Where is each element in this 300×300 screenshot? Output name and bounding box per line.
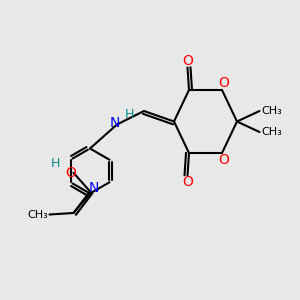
- Text: H: H: [125, 108, 134, 122]
- Text: O: O: [218, 153, 229, 166]
- Text: N: N: [110, 116, 120, 130]
- Text: O: O: [182, 54, 193, 68]
- Text: O: O: [218, 76, 229, 90]
- Text: O: O: [182, 175, 193, 189]
- Text: N: N: [88, 182, 99, 195]
- Text: CH₃: CH₃: [261, 127, 282, 137]
- Text: H: H: [51, 157, 60, 170]
- Text: CH₃: CH₃: [261, 106, 282, 116]
- Text: CH₃: CH₃: [27, 209, 48, 220]
- Text: O: O: [66, 166, 76, 180]
